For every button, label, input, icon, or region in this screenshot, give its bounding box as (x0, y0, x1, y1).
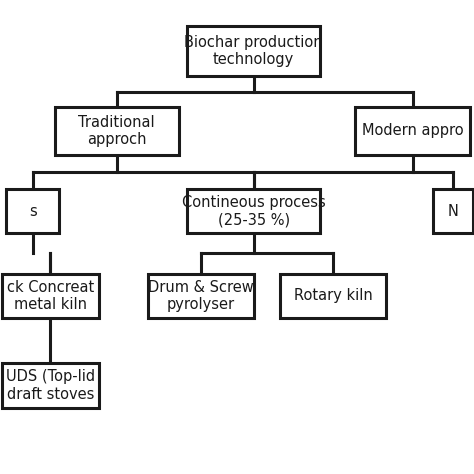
Text: N: N (447, 203, 458, 219)
FancyBboxPatch shape (148, 273, 254, 318)
Text: Rotary kiln: Rotary kiln (294, 288, 373, 303)
Text: ck Concreat
metal kiln: ck Concreat metal kiln (7, 280, 94, 312)
FancyBboxPatch shape (187, 26, 320, 76)
FancyBboxPatch shape (433, 189, 473, 234)
Text: s: s (29, 203, 36, 219)
FancyBboxPatch shape (2, 273, 99, 318)
Text: Drum & Screw
pyrolyser: Drum & Screw pyrolyser (148, 280, 254, 312)
Text: UDS (Top-lid
draft stoves: UDS (Top-lid draft stoves (6, 369, 95, 401)
Text: Biochar production
technology: Biochar production technology (184, 35, 323, 67)
FancyBboxPatch shape (55, 108, 179, 155)
FancyBboxPatch shape (6, 189, 59, 234)
FancyBboxPatch shape (356, 108, 470, 155)
Text: Contineous process
(25-35 %): Contineous process (25-35 %) (182, 195, 326, 227)
Text: Modern appro: Modern appro (362, 123, 464, 138)
FancyBboxPatch shape (2, 363, 99, 408)
FancyBboxPatch shape (187, 189, 320, 234)
Text: Traditional
approch: Traditional approch (78, 115, 155, 147)
FancyBboxPatch shape (280, 273, 386, 318)
